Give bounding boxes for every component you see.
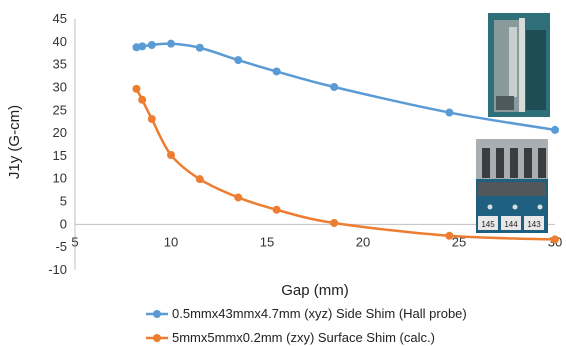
series-1-point bbox=[147, 41, 156, 50]
y-tick-label: 40 bbox=[53, 34, 67, 49]
series-2-point bbox=[234, 193, 243, 202]
y-tick-label: -10 bbox=[48, 262, 67, 277]
axes-layer bbox=[74, 19, 555, 270]
x-tick-label: 15 bbox=[260, 234, 274, 249]
surface-shim-photo: 145 144 143 bbox=[476, 139, 548, 233]
series-2-point bbox=[330, 218, 339, 227]
series-1-point bbox=[195, 43, 204, 52]
y-tick-label: 45 bbox=[53, 11, 67, 26]
y-tick-label: 25 bbox=[53, 102, 67, 117]
legend-label-side-shim: 0.5mmx43mmx4.7mm (xyz) Side Shim (Hall p… bbox=[172, 306, 467, 321]
series-line-1 bbox=[136, 42, 556, 132]
series-2-point bbox=[132, 84, 141, 93]
legend-marker-side-shim bbox=[153, 310, 161, 318]
x-tick-label: 5 bbox=[71, 234, 78, 249]
series-2-point bbox=[445, 231, 454, 240]
series-1-point bbox=[445, 108, 454, 117]
legend-item-surface-shim: 5mmx5mmx0.2mm (zxy) Surface Shim (calc.) bbox=[146, 330, 435, 345]
series-1-point bbox=[138, 42, 147, 51]
series-line-2 bbox=[135, 88, 556, 241]
y-axis-title: J1y (G-cm) bbox=[6, 105, 23, 179]
series-1-point bbox=[272, 67, 281, 76]
y-tick-label: 10 bbox=[53, 171, 67, 186]
y-tick-label: 20 bbox=[53, 125, 67, 140]
x-tick-label: 25 bbox=[452, 234, 466, 249]
y-tick-label: 30 bbox=[53, 79, 67, 94]
y-tick-label: 0 bbox=[60, 216, 67, 231]
x-axis-title: Gap (mm) bbox=[281, 282, 349, 299]
x-tick-label: 20 bbox=[356, 234, 370, 249]
y-tick-label: 35 bbox=[53, 57, 67, 72]
series-1-point bbox=[330, 82, 339, 91]
series-1-point bbox=[167, 39, 175, 48]
x-tick-label: 10 bbox=[164, 234, 178, 249]
series-2-point bbox=[147, 114, 156, 123]
series-2-point bbox=[167, 150, 175, 159]
tick-labels: -10-505101520253035404551015202530 bbox=[48, 11, 562, 277]
side-shim-photo bbox=[488, 13, 550, 117]
legend-item-side-shim: 0.5mmx43mmx4.7mm (xyz) Side Shim (Hall p… bbox=[146, 306, 467, 321]
series-2-point bbox=[195, 175, 204, 184]
series-layer bbox=[132, 39, 559, 244]
y-tick-label: -5 bbox=[55, 239, 67, 254]
photo-tag-1: 145 bbox=[481, 220, 495, 229]
series-1-point bbox=[234, 56, 243, 65]
legend-label-surface-shim: 5mmx5mmx0.2mm (zxy) Surface Shim (calc.) bbox=[172, 330, 435, 345]
y-tick-label: 15 bbox=[53, 148, 67, 163]
series-2-point bbox=[551, 235, 559, 244]
legend-marker-surface-shim bbox=[153, 334, 161, 342]
y-tick-label: 5 bbox=[60, 194, 67, 209]
photo-tag-3: 143 bbox=[527, 220, 541, 229]
series-2-point bbox=[138, 95, 147, 104]
photo-tag-2: 144 bbox=[504, 220, 518, 229]
series-1-point bbox=[551, 125, 559, 134]
legend: 0.5mmx43mmx4.7mm (xyz) Side Shim (Hall p… bbox=[146, 306, 467, 345]
series-2-point bbox=[272, 205, 281, 214]
